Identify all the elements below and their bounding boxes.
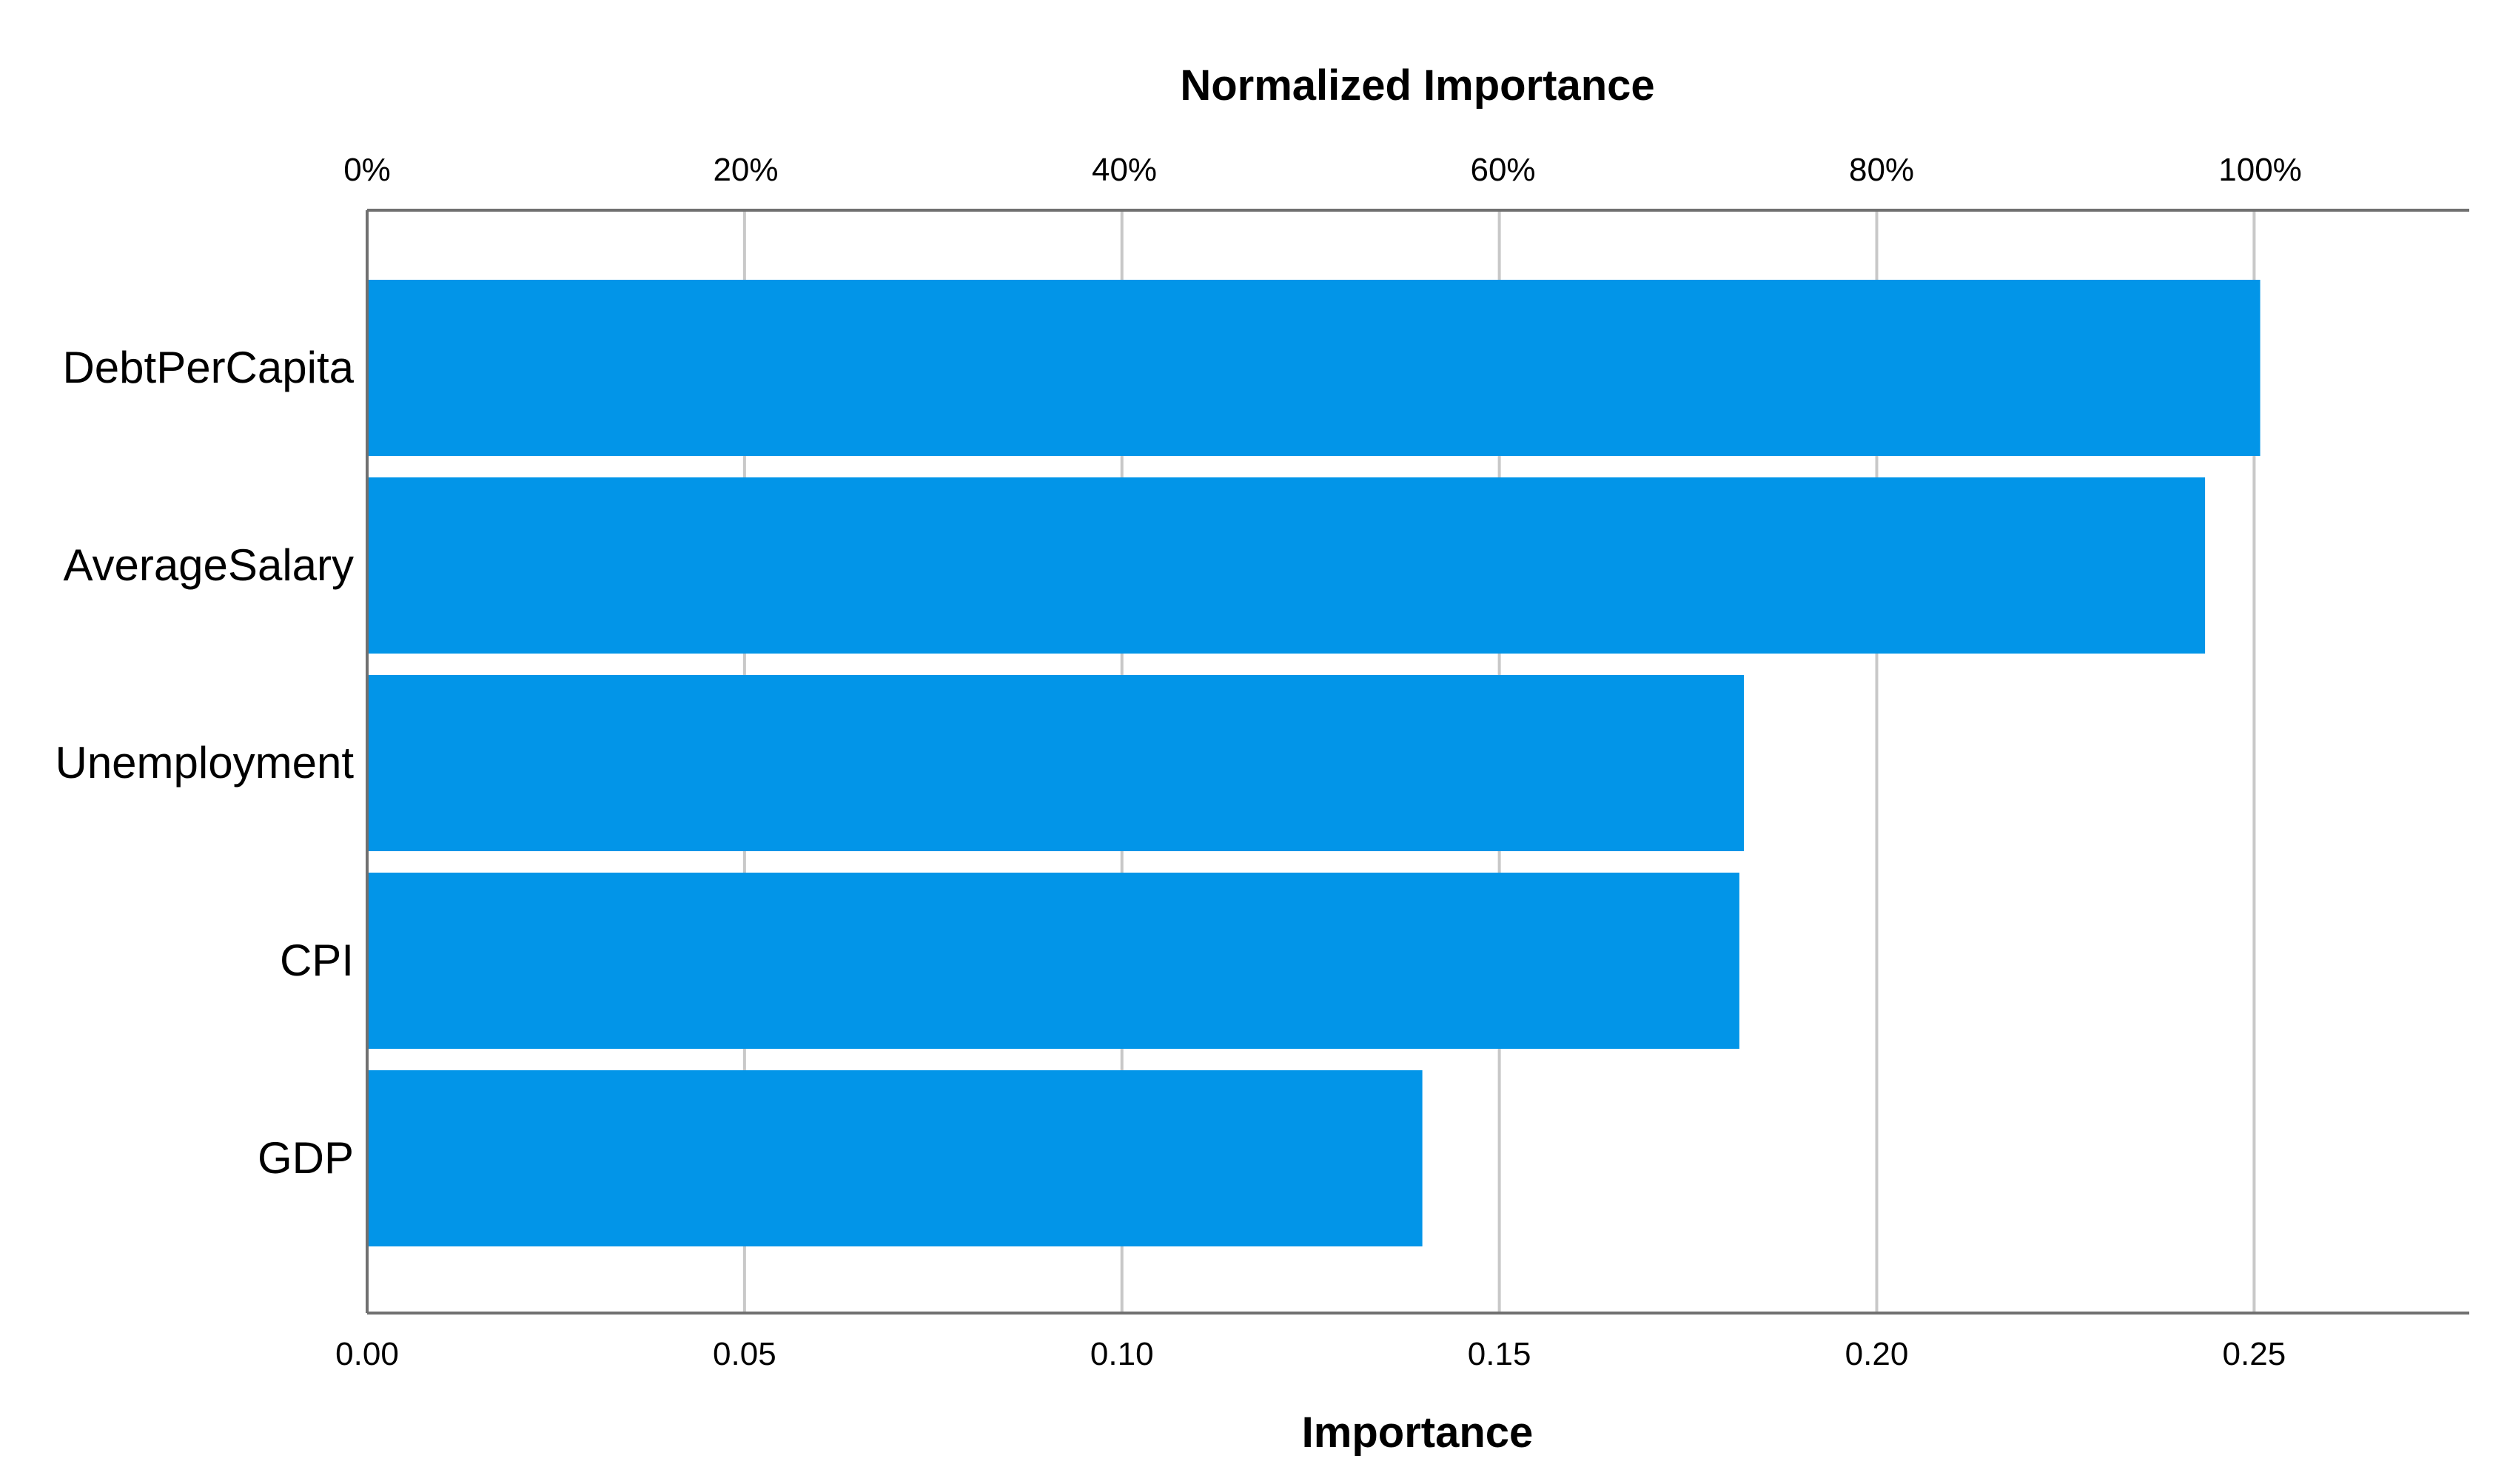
category-label: Unemployment (55, 738, 354, 788)
bar-gdp (367, 1070, 1423, 1246)
x-axis-title: Importance (1302, 1409, 1534, 1457)
bottom-tick-label: 0.25 (2223, 1336, 2286, 1372)
tick-labels: 0.00 0.05 0.10 0.15 0.20 0.25 0% 20% 40% 60% 80% 10… (335, 152, 2302, 1372)
top-tick-label: 40% (1092, 152, 1157, 188)
bar-averagesalary (367, 477, 2206, 654)
category-label: DebtPerCapita (62, 343, 354, 392)
category-labels: DebtPerCapita AverageSalary Unemployment CP… (55, 343, 354, 1183)
top-tick-label: 20% (713, 152, 778, 188)
bottom-tick-label: 0.00 (335, 1336, 399, 1372)
bar-unemployment (367, 675, 1745, 851)
bar-debtpercapita (367, 280, 2261, 456)
bottom-tick-label: 0.20 (1845, 1336, 1909, 1372)
bar-cpi (367, 873, 1739, 1049)
category-label: AverageSalary (64, 540, 354, 590)
top-tick-label: 100% (2218, 152, 2302, 188)
bottom-tick-label: 0.10 (1090, 1336, 1154, 1372)
bars (367, 280, 2261, 1246)
axes (366, 209, 2469, 1315)
top-tick-label: 80% (1849, 152, 1914, 188)
bottom-tick-label: 0.15 (1468, 1336, 1531, 1372)
bottom-tick-label: 0.05 (713, 1336, 776, 1372)
category-label: CPI (280, 936, 354, 985)
top-axis-title: Normalized Importance (1180, 61, 1654, 110)
top-tick-label: 60% (1470, 152, 1535, 188)
category-label: GDP (258, 1133, 354, 1183)
top-tick-label: 0% (343, 152, 391, 188)
